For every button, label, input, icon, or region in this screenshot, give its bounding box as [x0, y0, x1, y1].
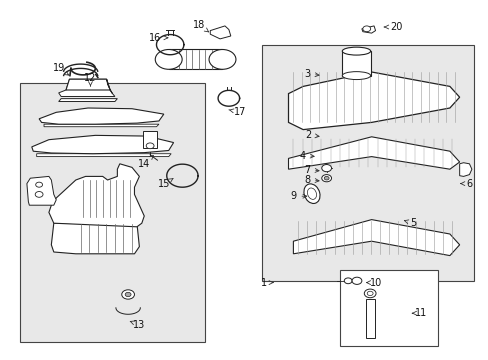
Circle shape — [366, 291, 372, 296]
Circle shape — [321, 165, 331, 172]
Circle shape — [125, 292, 131, 297]
Polygon shape — [288, 72, 459, 130]
Text: 13: 13 — [130, 320, 145, 330]
Text: 11: 11 — [411, 308, 427, 318]
Text: 19: 19 — [52, 63, 68, 75]
Circle shape — [324, 176, 328, 180]
Text: 15: 15 — [157, 179, 173, 189]
Polygon shape — [59, 79, 115, 96]
Polygon shape — [59, 99, 117, 102]
Ellipse shape — [342, 72, 370, 80]
Polygon shape — [49, 164, 144, 227]
Text: 10: 10 — [366, 278, 382, 288]
Polygon shape — [459, 163, 471, 176]
Polygon shape — [27, 176, 56, 205]
Circle shape — [364, 289, 375, 298]
Circle shape — [36, 182, 42, 187]
Polygon shape — [44, 124, 159, 127]
Circle shape — [209, 50, 235, 69]
Circle shape — [155, 50, 182, 69]
Ellipse shape — [307, 188, 316, 199]
Circle shape — [146, 143, 154, 149]
Text: 20: 20 — [384, 22, 402, 32]
Circle shape — [122, 290, 134, 299]
Text: 8: 8 — [304, 175, 318, 185]
Bar — [261, 45, 473, 281]
Text: 5: 5 — [404, 218, 415, 228]
Polygon shape — [51, 223, 139, 254]
Text: 6: 6 — [460, 179, 471, 189]
Bar — [339, 270, 437, 346]
Text: 4: 4 — [299, 150, 313, 161]
Circle shape — [321, 175, 331, 182]
Text: 7: 7 — [304, 165, 318, 175]
Polygon shape — [361, 26, 375, 33]
Text: 17: 17 — [228, 107, 246, 117]
Polygon shape — [37, 154, 171, 157]
Text: 12: 12 — [84, 73, 97, 86]
Circle shape — [362, 26, 370, 32]
Text: 18: 18 — [193, 20, 208, 32]
Polygon shape — [293, 220, 459, 256]
Bar — [142, 131, 157, 148]
Polygon shape — [66, 79, 110, 90]
Polygon shape — [288, 137, 459, 169]
Circle shape — [35, 192, 43, 197]
Polygon shape — [32, 135, 173, 154]
Ellipse shape — [342, 47, 370, 55]
Text: 9: 9 — [290, 191, 306, 201]
Polygon shape — [106, 79, 112, 94]
Ellipse shape — [304, 184, 319, 203]
Text: 3: 3 — [304, 69, 318, 79]
Bar — [168, 49, 222, 69]
Bar — [20, 83, 205, 342]
Text: 14: 14 — [138, 156, 153, 169]
Circle shape — [351, 277, 361, 284]
Bar — [365, 299, 374, 338]
Circle shape — [344, 278, 351, 284]
Polygon shape — [210, 26, 230, 39]
Bar — [342, 51, 370, 76]
Text: 16: 16 — [149, 33, 167, 43]
Text: 2: 2 — [305, 130, 318, 140]
Text: 1: 1 — [261, 278, 272, 288]
Polygon shape — [39, 108, 163, 124]
